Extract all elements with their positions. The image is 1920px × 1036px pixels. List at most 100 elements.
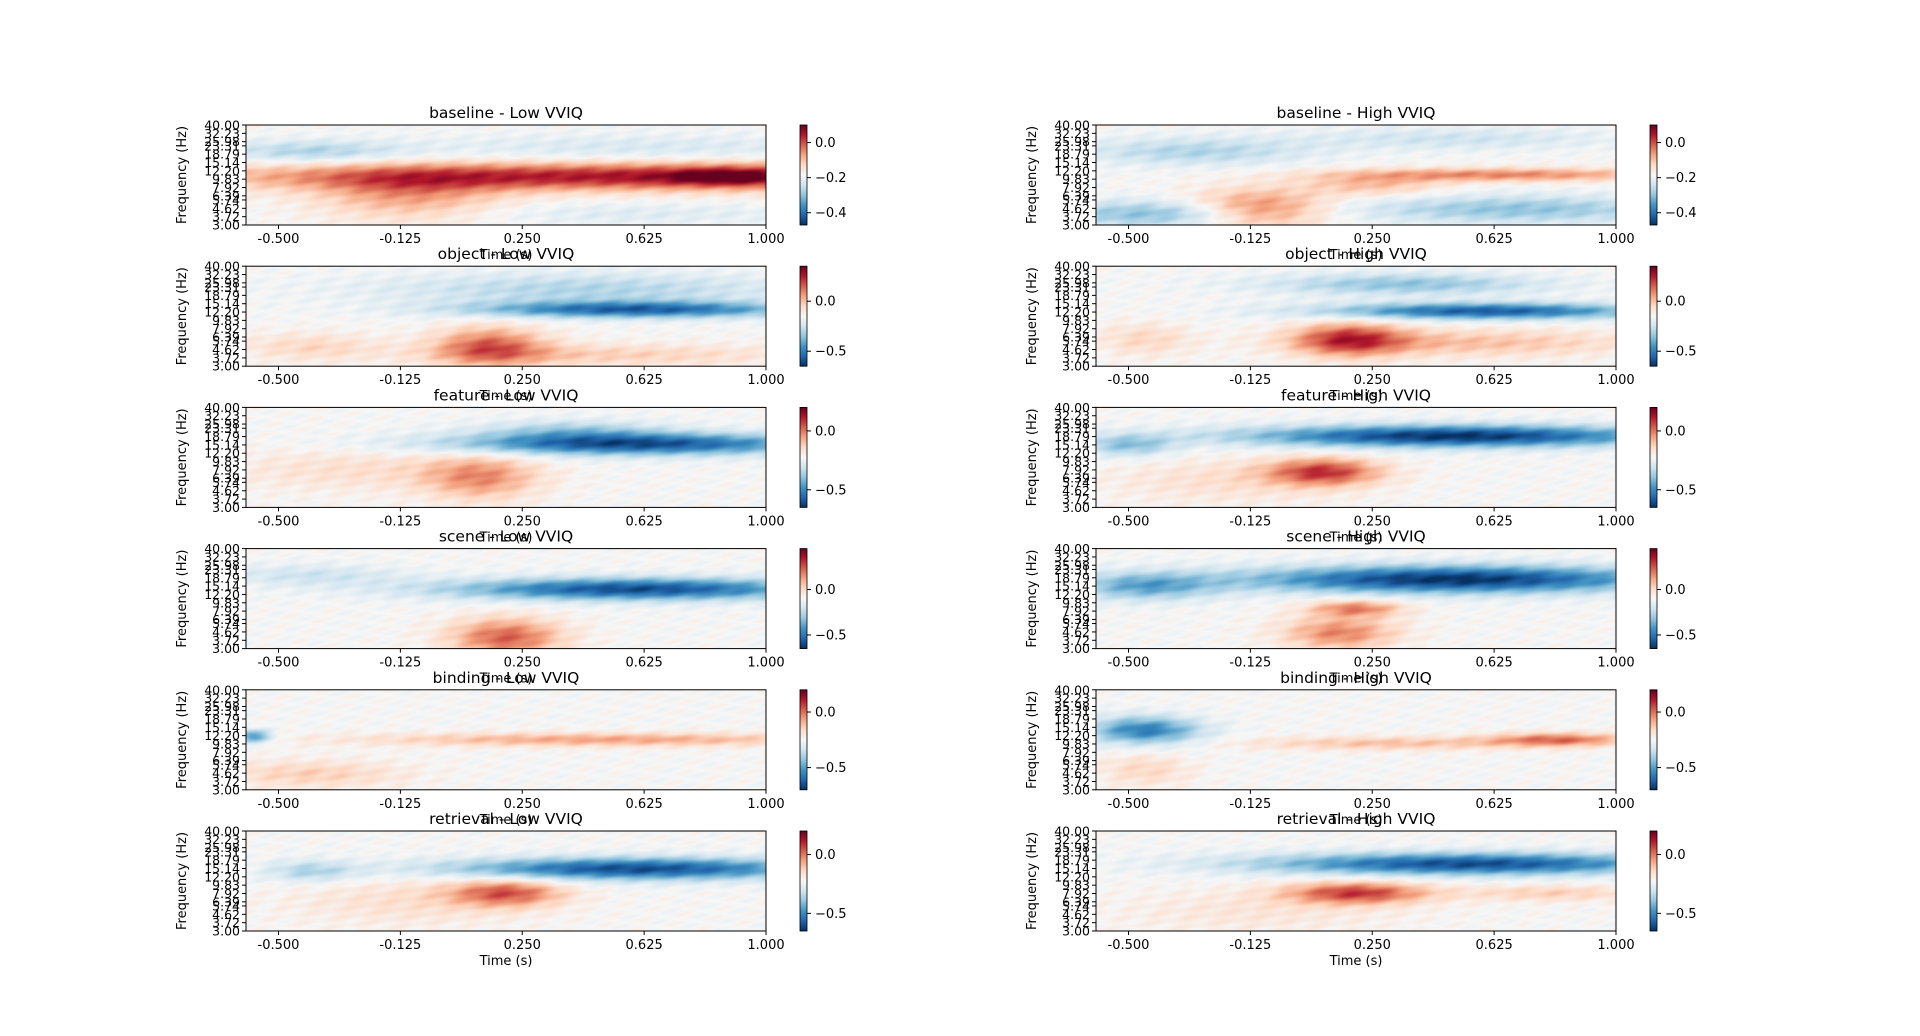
x-tick-label: 0.250 xyxy=(504,797,541,812)
y-tick-label: 6.39 xyxy=(212,188,240,203)
colorbar-tick-label: −0.5 xyxy=(1665,345,1697,360)
y-tick-label: 15.14 xyxy=(204,155,240,170)
y-tick-label: 3.72 xyxy=(212,915,240,930)
y-tick-label: 3.00 xyxy=(1062,782,1090,797)
x-tick-label: -0.500 xyxy=(258,232,300,247)
y-tick-label: 7.92 xyxy=(1062,886,1090,901)
y-tick-label: 40.00 xyxy=(1054,541,1090,556)
x-tick-label: -0.125 xyxy=(1229,656,1271,671)
x-tick-label: 0.250 xyxy=(504,514,541,529)
y-tick-label: 23.31 xyxy=(1054,844,1090,859)
y-tick-label: 9.83 xyxy=(1062,878,1090,893)
panel-retrieval-high-vviq: retrieval - High VVIQ -0.500 -0.125 0.250 0.… xyxy=(1025,810,1697,969)
y-tick-label: 5.74 xyxy=(212,192,240,207)
colorbar xyxy=(799,406,808,508)
x-tick-label: 1.000 xyxy=(1597,514,1634,529)
x-axis-label: Time (s) xyxy=(1329,954,1383,969)
y-tick-label: 18.79 xyxy=(204,288,240,303)
x-tick-label: -0.125 xyxy=(1229,232,1271,247)
y-tick-label: 25.98 xyxy=(1054,417,1090,432)
y-axis-label: Frequency (Hz) xyxy=(175,267,190,365)
colorbar-tick-label: −0.5 xyxy=(815,761,847,776)
x-axis-label: Time (s) xyxy=(479,248,533,263)
x-tick-label: 0.625 xyxy=(1476,514,1513,529)
panel-title: binding - Low VVIQ xyxy=(433,669,580,687)
x-axis-label: Time (s) xyxy=(1329,389,1383,404)
y-tick-label: 15.14 xyxy=(1054,720,1090,735)
y-tick-label: 5.74 xyxy=(1062,192,1090,207)
colorbar xyxy=(799,265,808,367)
y-tick-label: 15.14 xyxy=(204,437,240,452)
x-tick-label: 0.625 xyxy=(626,656,663,671)
colorbar-tick-label: −0.5 xyxy=(815,345,847,360)
y-tick-label: 25.98 xyxy=(204,699,240,714)
plot-frame xyxy=(245,265,767,367)
y-tick-label: 18.79 xyxy=(204,429,240,444)
y-tick-label: 15.14 xyxy=(204,861,240,876)
colorbar xyxy=(799,689,808,791)
y-tick-label: 18.79 xyxy=(1054,853,1090,868)
y-tick-label: 5.74 xyxy=(1062,616,1090,631)
y-tick-label: 4.62 xyxy=(1062,624,1090,639)
y-tick-label: 6.39 xyxy=(212,894,240,909)
y-tick-label: 3.72 xyxy=(212,209,240,224)
y-tick-label: 4.62 xyxy=(212,342,240,357)
y-tick-label: 4.62 xyxy=(212,483,240,498)
x-tick-label: 0.625 xyxy=(626,797,663,812)
y-tick-label: 4.62 xyxy=(1062,342,1090,357)
y-tick-label: 9.83 xyxy=(1062,172,1090,187)
y-tick-label: 25.98 xyxy=(1054,840,1090,855)
colorbar-tick-label: 0.0 xyxy=(815,136,836,151)
y-tick-label: 23.31 xyxy=(204,421,240,436)
x-tick-label: 1.000 xyxy=(1597,656,1634,671)
y-axis-label: Frequency (Hz) xyxy=(1025,832,1040,930)
y-tick-label: 25.98 xyxy=(204,558,240,573)
x-tick-label: 0.250 xyxy=(1354,938,1391,953)
y-tick-label: 32.23 xyxy=(204,832,240,847)
y-tick-label: 5.74 xyxy=(1062,475,1090,490)
heatmap-image xyxy=(1096,125,1616,225)
heatmap-image xyxy=(246,831,766,931)
y-tick-label: 18.79 xyxy=(204,570,240,585)
y-tick-label: 23.31 xyxy=(1054,138,1090,153)
y-tick-label: 4.62 xyxy=(212,201,240,216)
plot-frame xyxy=(245,689,767,791)
x-tick-label: 1.000 xyxy=(747,938,784,953)
x-tick-label: 0.250 xyxy=(1354,656,1391,671)
y-tick-label: 3.72 xyxy=(1062,633,1090,648)
panel-scene-low-vviq: scene - Low VVIQ -0.500 -0.125 0.250 0.625 1.… xyxy=(175,528,847,687)
y-tick-label: 25.98 xyxy=(1054,134,1090,149)
y-tick-label: 15.14 xyxy=(1054,155,1090,170)
y-axis-label: Frequency (Hz) xyxy=(175,408,190,506)
x-axis-label: Time (s) xyxy=(1329,672,1383,687)
panel-title: feature - High VVIQ xyxy=(1281,386,1431,404)
plot-frame xyxy=(245,124,767,226)
y-tick-label: 23.31 xyxy=(204,280,240,295)
y-tick-label: 3.72 xyxy=(212,350,240,365)
x-tick-label: -0.500 xyxy=(1108,514,1150,529)
y-tick-label: 40.00 xyxy=(204,259,240,274)
x-axis-label: Time (s) xyxy=(1329,530,1383,545)
panel-title: object - Low VVIQ xyxy=(438,245,575,263)
y-tick-label: 3.00 xyxy=(212,924,240,939)
colorbar xyxy=(1649,689,1658,791)
y-tick-label: 3.72 xyxy=(1062,915,1090,930)
y-tick-label: 6.39 xyxy=(212,753,240,768)
x-tick-label: -0.125 xyxy=(379,373,421,388)
y-tick-label: 12.20 xyxy=(204,305,240,320)
y-tick-label: 25.98 xyxy=(1054,699,1090,714)
y-tick-label: 6.39 xyxy=(1062,330,1090,345)
panel-object-low-vviq: object - Low VVIQ -0.500 -0.125 0.250 0.625 1… xyxy=(175,245,847,404)
x-tick-label: 0.625 xyxy=(1476,656,1513,671)
colorbar xyxy=(799,548,808,649)
y-tick-label: 6.39 xyxy=(212,612,240,627)
colorbar-tick-label: −0.4 xyxy=(1665,206,1697,221)
y-tick-label: 18.79 xyxy=(204,147,240,162)
y-tick-label: 25.98 xyxy=(1054,275,1090,290)
x-tick-label: 0.625 xyxy=(626,514,663,529)
y-tick-label: 6.39 xyxy=(1062,188,1090,203)
colorbar-tick-label: 0.0 xyxy=(815,295,836,310)
y-tick-label: 7.92 xyxy=(1062,462,1090,477)
y-tick-label: 40.00 xyxy=(1054,118,1090,133)
y-tick-label: 12.20 xyxy=(204,728,240,743)
